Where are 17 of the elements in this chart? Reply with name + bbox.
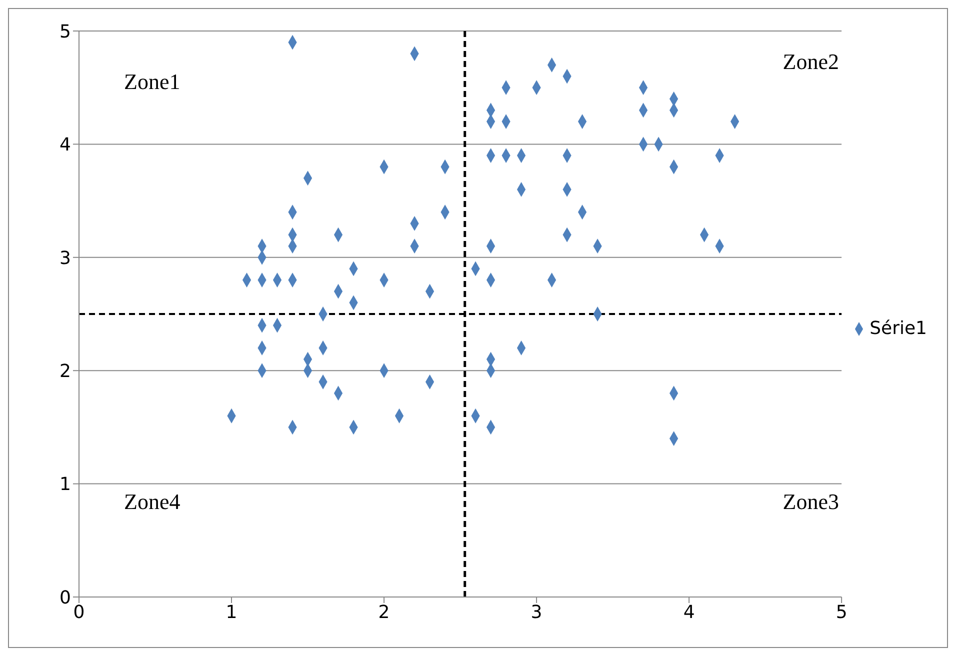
legend-label: Série1	[870, 318, 927, 338]
y-tick-label: 2	[60, 360, 71, 382]
x-tick-label: 2	[378, 602, 390, 623]
x-tick-label: 1	[226, 602, 238, 623]
x-tick-label: 0	[73, 602, 85, 623]
zone-label: Zone2	[782, 49, 839, 75]
x-tick-label: 3	[530, 602, 542, 623]
y-tick-label: 3	[60, 248, 71, 269]
zone-label: Zone1	[124, 69, 180, 95]
x-tick-label: 4	[683, 602, 695, 623]
zone-label: Zone4	[124, 489, 180, 515]
zone-label: Zone3	[782, 489, 839, 515]
y-tick-label: 0	[60, 587, 71, 608]
y-tick-label: 5	[60, 21, 71, 42]
x-tick-label: 5	[836, 602, 848, 623]
y-tick-label: 1	[60, 474, 71, 496]
y-tick-label: 4	[60, 134, 71, 156]
